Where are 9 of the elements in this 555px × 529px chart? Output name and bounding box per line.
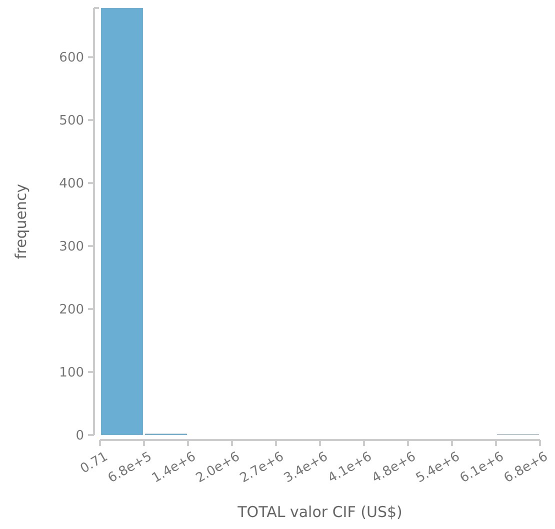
y-axis-title: frequency [12,184,30,260]
y-tick-label: 600 [59,50,84,66]
y-tick-label: 500 [59,114,84,129]
y-tick-label: 100 [59,366,84,381]
y-tick-label: 300 [59,240,84,255]
y-tick-label: 0 [76,428,84,444]
x-axis-title: TOTAL valor CIF (US$) [236,503,402,521]
y-tick-label: 400 [59,176,84,192]
y-tick-label: 200 [59,302,84,318]
